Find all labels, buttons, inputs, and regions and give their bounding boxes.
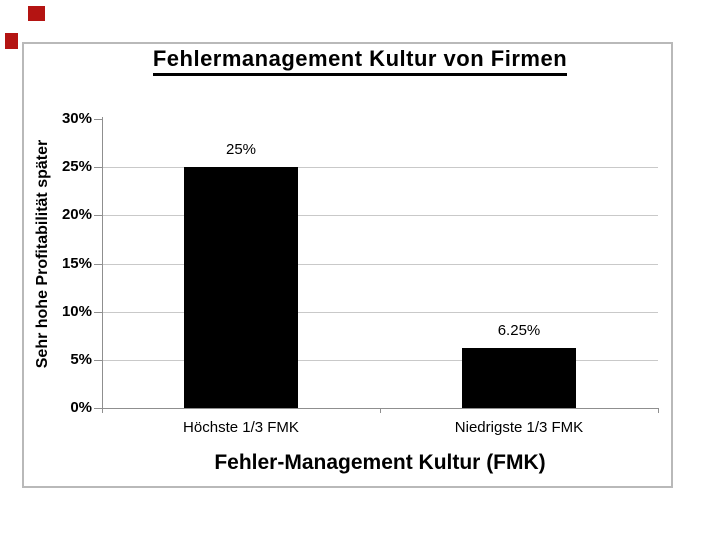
y-axis-tick (94, 167, 102, 168)
chart-title-text: Fehlermanagement Kultur von Firmen (152, 46, 568, 76)
bar (184, 167, 298, 408)
y-tick-label: 30% (61, 110, 92, 127)
x-axis-line (102, 408, 659, 409)
category-label: Niedrigste 1/3 FMK (454, 419, 584, 436)
x-axis-tick (102, 409, 103, 413)
y-tick-label: 5% (70, 351, 92, 368)
bar-value-label: 6.25% (497, 322, 541, 339)
y-tick-label: 15% (61, 255, 92, 272)
y-tick-label: 0% (70, 399, 92, 416)
gridline (103, 264, 658, 265)
gridline (103, 360, 658, 361)
chart-title: Fehlermanagement Kultur von Firmen (0, 46, 720, 76)
y-axis-tick (94, 408, 102, 409)
category-label: Höchste 1/3 FMK (183, 419, 299, 436)
y-axis-tick (94, 360, 102, 361)
bar (462, 348, 576, 408)
gridline (103, 312, 658, 313)
x-axis-tick (658, 409, 659, 413)
y-tick-label: 10% (61, 303, 92, 320)
x-axis-tick (380, 409, 381, 413)
gridline (103, 215, 658, 216)
y-axis-tick (94, 215, 102, 216)
y-tick-label: 25% (61, 158, 92, 175)
x-axis-title: Fehler-Management Kultur (FMK) (214, 451, 546, 474)
y-tick-label: 20% (61, 206, 92, 223)
red-decoration-1 (28, 6, 45, 21)
bar-value-label: 25% (225, 141, 257, 158)
gridline (103, 167, 658, 168)
red-decoration-2 (5, 33, 18, 49)
y-axis-line (102, 117, 103, 408)
y-axis-tick (94, 312, 102, 313)
y-axis-tick (94, 119, 102, 120)
y-axis-tick (94, 264, 102, 265)
chart-panel (22, 42, 673, 488)
